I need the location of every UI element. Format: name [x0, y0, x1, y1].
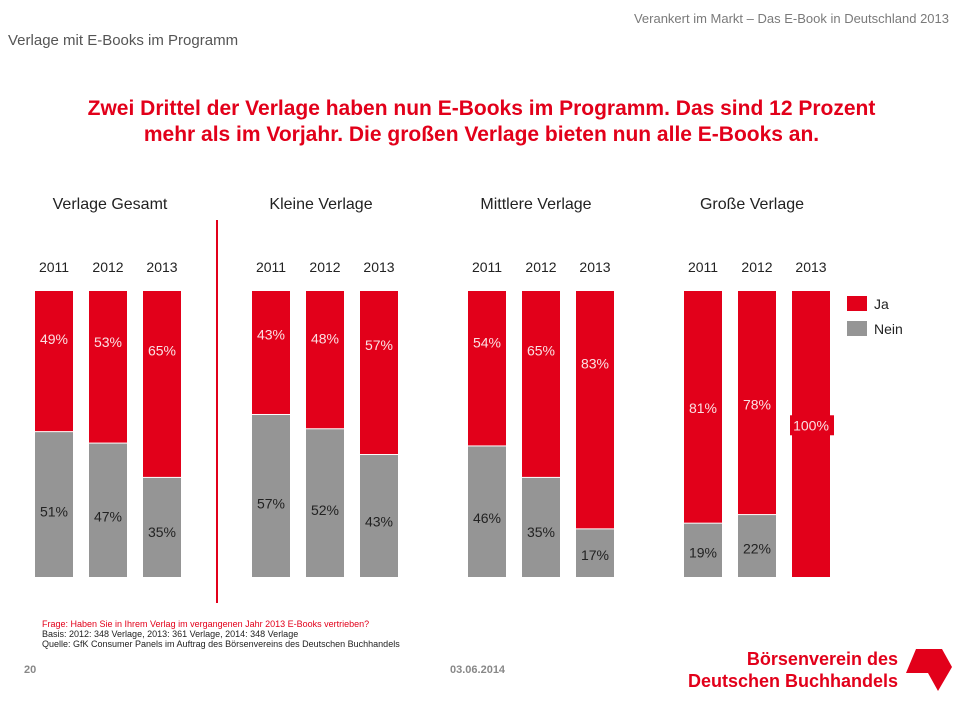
bar-segment-nein [306, 429, 344, 577]
year-label: 2011 [472, 259, 502, 275]
bar-segment-ja [468, 291, 506, 446]
data-label-nein: 43% [365, 514, 393, 530]
data-label-ja: 78% [743, 396, 771, 412]
group-title: Kleine Verlage [269, 196, 372, 213]
year-label: 2013 [579, 259, 610, 275]
data-label-ja: 81% [689, 400, 717, 416]
footnote-source: Quelle: GfK Consumer Panels im Auftrag d… [42, 639, 400, 649]
bar-segment-ja [35, 291, 73, 432]
bar-segment-nein [252, 414, 290, 577]
bar-segment-ja [684, 291, 722, 523]
bar-segment-ja [522, 291, 560, 477]
data-label-ja: 100% [793, 417, 829, 433]
legend-swatch-nein [847, 321, 867, 336]
data-label-ja: 57% [365, 337, 393, 353]
data-label-ja: 43% [257, 327, 285, 343]
logo-line-2: Deutschen Buchhandels [687, 671, 898, 691]
headline-line-1: Zwei Drittel der Verlage haben nun E-Boo… [87, 97, 876, 120]
year-label: 2013 [363, 259, 394, 275]
logo-line-1: Börsenverein des [746, 649, 898, 669]
bar-segment-nein [738, 515, 776, 577]
bar-segment-nein [522, 477, 560, 577]
bar-segment-nein [143, 477, 181, 577]
date: 03.06.2014 [450, 664, 506, 676]
data-label-ja: 65% [148, 342, 176, 358]
footnote: Frage: Haben Sie in Ihrem Verlag im verg… [42, 619, 400, 649]
group-title: Mittlere Verlage [480, 196, 591, 213]
data-label-ja: 53% [94, 334, 122, 350]
bar-segment-ja [576, 291, 614, 529]
data-label-ja: 65% [527, 342, 555, 358]
data-label-ja: 49% [40, 331, 68, 347]
year-label: 2013 [146, 259, 177, 275]
presentation-subtitle: Verankert im Markt – Das E-Book in Deuts… [633, 11, 949, 26]
data-label-nein: 19% [689, 545, 717, 561]
page-number: 20 [24, 664, 37, 676]
data-label-nein: 35% [148, 524, 176, 540]
data-label-nein: 57% [257, 496, 285, 512]
data-label-nein: 22% [743, 541, 771, 557]
data-label-nein: 47% [94, 509, 122, 525]
year-label: 2012 [92, 259, 123, 275]
bar-segment-ja [252, 291, 290, 414]
bar-segment-nein [35, 432, 73, 577]
data-label-nein: 35% [527, 524, 555, 540]
bar-segment-ja [89, 291, 127, 443]
data-label-ja: 48% [311, 330, 339, 346]
bar-segment-ja [738, 291, 776, 515]
year-label: 2012 [741, 259, 772, 275]
year-label: 2013 [795, 259, 826, 275]
legend-label-nein: Nein [874, 321, 903, 337]
headline-line-2: mehr als im Vorjahr. Die großen Verlage … [143, 123, 820, 146]
data-label-nein: 17% [581, 547, 609, 563]
bar-segment-nein [468, 446, 506, 577]
footnote-basis: Basis: 2012: 348 Verlage, 2013: 361 Verl… [42, 629, 299, 639]
footnote-question: Frage: Haben Sie in Ihrem Verlag im verg… [42, 619, 370, 629]
legend: Ja Nein [847, 296, 903, 337]
bar-segment-ja [360, 291, 398, 455]
logo-text: Börsenverein des Deutschen Buchhandels [662, 648, 898, 692]
data-label-nein: 52% [311, 502, 339, 518]
bar-segment-nein [576, 529, 614, 577]
data-label-nein: 51% [40, 503, 68, 519]
section-title: Verlage mit E-Books im Programm [8, 32, 239, 49]
stacked-bar-chart: Verlage Gesamt 2011 49% 51% 2012 53% 47% 2013 65… [35, 196, 903, 603]
data-label-bg [790, 415, 834, 436]
year-label: 2012 [525, 259, 556, 275]
year-label: 2012 [309, 259, 340, 275]
bar-segment-ja [143, 291, 181, 477]
boersenverein-logo-icon [906, 649, 952, 691]
year-label: 2011 [688, 259, 718, 275]
bar-segment-nein [360, 455, 398, 577]
group-title: Verlage Gesamt [53, 196, 168, 213]
data-label-ja: 83% [581, 355, 609, 371]
legend-swatch-ja [847, 296, 867, 311]
bar-segment-nein [684, 523, 722, 577]
data-label-nein: 46% [473, 510, 501, 526]
year-label: 2011 [256, 259, 286, 275]
data-label-ja: 54% [473, 335, 501, 351]
bar-segment-nein [89, 443, 127, 577]
group-title: Große Verlage [700, 196, 804, 213]
year-label: 2011 [39, 259, 69, 275]
headline: Zwei Drittel der Verlage haben nun E-Boo… [0, 96, 963, 148]
bar-segment-ja [306, 291, 344, 429]
legend-label-ja: Ja [874, 296, 889, 312]
